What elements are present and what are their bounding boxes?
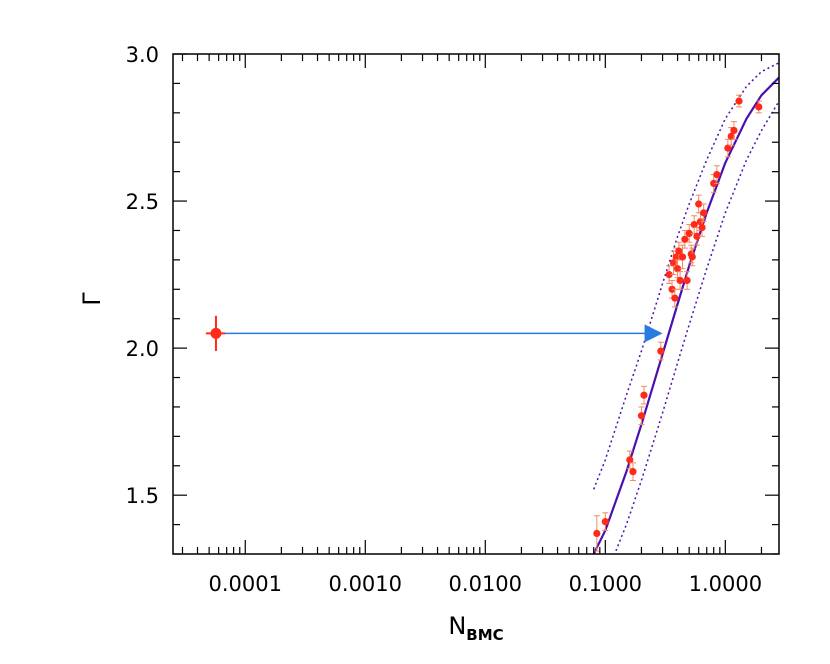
y-tick-label: 3.0 — [126, 43, 159, 67]
data-point — [685, 229, 693, 238]
data-point — [735, 97, 743, 105]
x-tick-label: 1.0000 — [689, 572, 762, 596]
data-point — [676, 276, 684, 285]
data-point — [700, 209, 708, 217]
data-point — [755, 103, 763, 111]
data-point — [637, 412, 646, 420]
y-tick-label: 1.5 — [126, 484, 159, 508]
data-point — [681, 235, 689, 243]
data-point — [672, 253, 680, 261]
data-point — [629, 468, 637, 476]
x-axis-label: NBMC — [448, 612, 503, 644]
data-point — [688, 253, 696, 261]
data-point — [671, 294, 679, 302]
x-axis-label-subscript: BMC — [466, 626, 503, 644]
y-tick-labels: 1.5 2.0 2.5 3.0 — [126, 43, 159, 508]
arrow — [223, 324, 663, 343]
x-tick-label: 0.0010 — [329, 572, 402, 596]
data-point — [713, 170, 721, 179]
data-point — [683, 276, 691, 285]
highlight-point — [205, 315, 226, 352]
fit-lower-bound — [613, 100, 779, 554]
data-point — [724, 144, 732, 152]
y-tick-label: 2.0 — [126, 337, 159, 361]
y-tick-label: 2.5 — [126, 190, 159, 214]
data-point — [695, 200, 703, 208]
axis-ticks — [173, 53, 779, 555]
plot-frame — [172, 53, 780, 555]
fit-upper-bound — [593, 62, 779, 490]
fit-curves — [592, 62, 779, 554]
data-point — [669, 259, 678, 267]
data-point — [657, 347, 665, 355]
data-point — [673, 265, 682, 273]
data-point — [730, 126, 738, 135]
data-point — [727, 132, 735, 140]
data-point — [665, 270, 673, 279]
x-tick-label: 0.0001 — [209, 572, 282, 596]
x-axis-label-main: N — [448, 612, 466, 640]
data-point — [626, 456, 634, 464]
y-axis-label: Γ — [78, 292, 106, 306]
data-point — [593, 529, 601, 538]
x-tick-label: 0.1000 — [569, 572, 642, 596]
x-tick-label: 0.0100 — [449, 572, 522, 596]
data-point — [698, 223, 706, 232]
data-point — [690, 220, 698, 229]
data-point — [678, 253, 687, 261]
x-tick-labels: 0.0001 0.0010 0.0100 0.1000 1.0000 — [209, 572, 763, 596]
data-point — [710, 179, 718, 188]
data-point — [693, 232, 701, 240]
fit-curve — [592, 76, 779, 554]
highlight-marker — [210, 327, 222, 339]
data-points — [593, 94, 763, 552]
data-point — [640, 391, 648, 399]
data-point — [601, 518, 609, 526]
arrow-head — [644, 324, 663, 343]
data-point — [675, 247, 683, 255]
